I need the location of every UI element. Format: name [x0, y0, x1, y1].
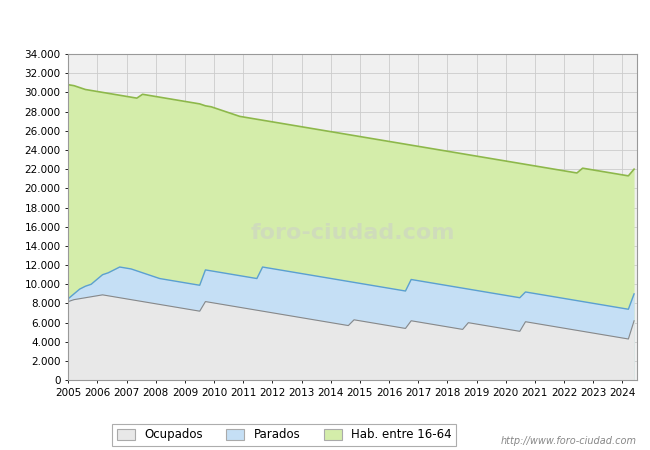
Text: Mieres - Evolucion de la poblacion en edad de Trabajar Mayo de 2024: Mieres - Evolucion de la poblacion en ed…	[70, 16, 580, 31]
Text: foro-ciudad.com: foro-ciudad.com	[250, 224, 455, 243]
Text: http://www.foro-ciudad.com: http://www.foro-ciudad.com	[501, 436, 637, 446]
Legend: Ocupados, Parados, Hab. entre 16-64: Ocupados, Parados, Hab. entre 16-64	[112, 424, 456, 446]
